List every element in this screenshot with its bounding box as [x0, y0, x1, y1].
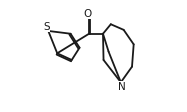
Text: S: S — [43, 22, 50, 32]
Text: N: N — [117, 81, 125, 91]
Text: O: O — [84, 9, 92, 19]
